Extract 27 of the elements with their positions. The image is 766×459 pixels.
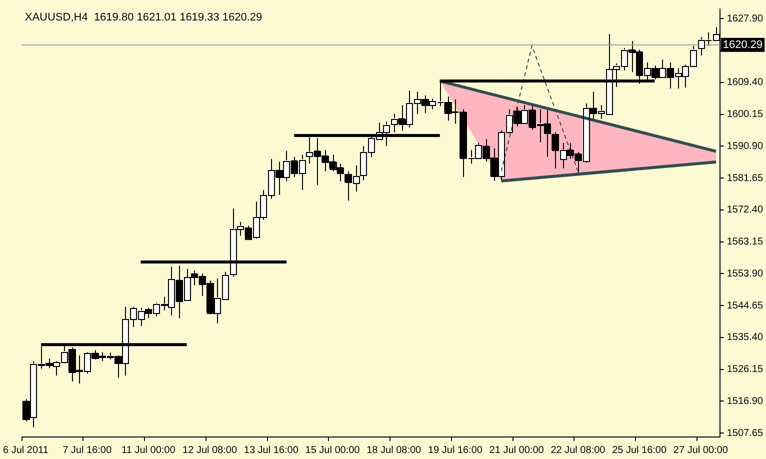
x-tick-label: 12 Jul 08:00: [182, 444, 238, 456]
x-tick-label: 15 Jul 00:00: [305, 444, 360, 456]
y-tick-label: 1535.40: [726, 332, 764, 344]
x-tick-label: 6 Jul 2011: [3, 444, 49, 456]
x-tick-label: 13 Jul 16:00: [244, 444, 299, 456]
y-tick-label: 1516.90: [726, 396, 764, 407]
ref-line-label: 1620.29: [722, 38, 763, 51]
y-tick-label: 1507.65: [726, 428, 764, 439]
y-tick-label: 1572.40: [726, 204, 764, 216]
x-tick-label: 18 Jul 08:00: [366, 444, 422, 456]
y-tick-label: 1609.40: [726, 77, 764, 88]
x-tick-label: 11 Jul 00:00: [122, 444, 176, 456]
y-tick-label: 1600.15: [726, 109, 764, 120]
x-tick-label: 19 Jul 16:00: [428, 444, 483, 456]
y-tick-label: 1544.65: [726, 300, 764, 312]
y-tick-label: 1627.90: [726, 13, 764, 24]
x-tick-label: 7 Jul 16:00: [62, 444, 112, 456]
x-tick-label: 22 Jul 08:00: [550, 444, 606, 456]
y-tick-label: 1553.90: [726, 268, 764, 280]
chart-title: XAUUSD,H4 1619.80 1621.01 1619.33 1620.29: [24, 12, 262, 24]
x-tick-label: 25 Jul 16:00: [612, 444, 667, 456]
y-tick-label: 1581.65: [726, 172, 764, 184]
y-tick-label: 1590.90: [726, 140, 764, 152]
y-tick-label: 1563.15: [726, 236, 764, 248]
x-tick-label: 21 Jul 00:00: [489, 444, 544, 456]
y-tick-label: 1526.15: [726, 364, 764, 376]
x-tick-label: 27 Jul 00:00: [673, 444, 728, 456]
